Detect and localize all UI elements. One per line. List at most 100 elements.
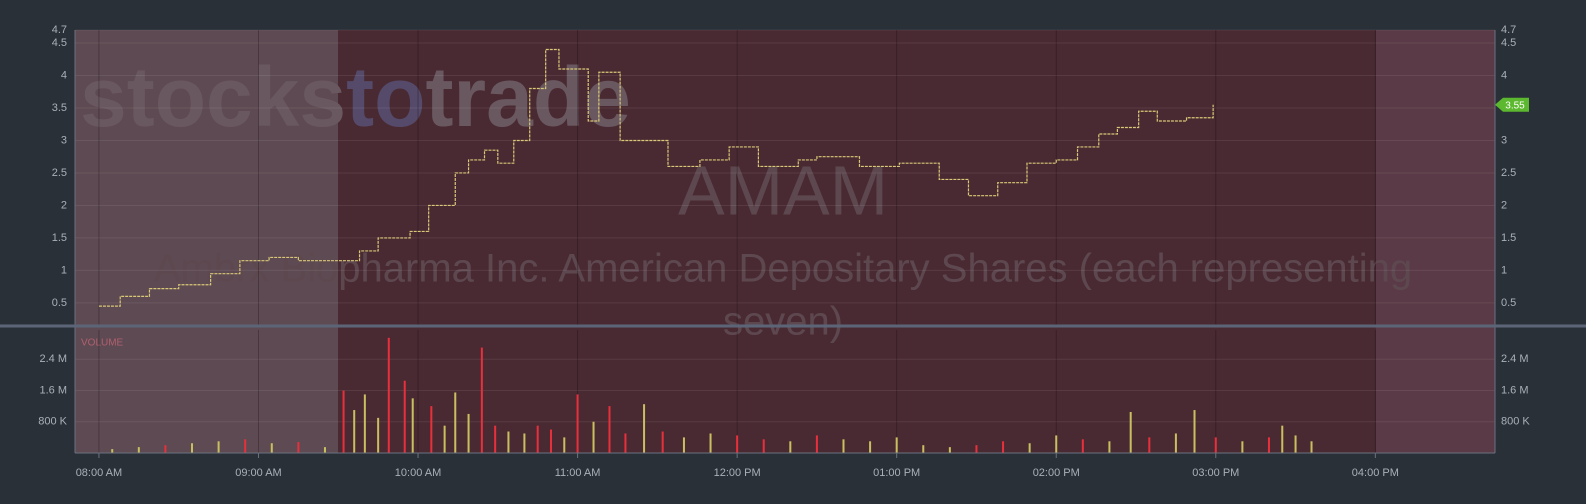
volume-bar [624,433,627,453]
volume-bar [1174,433,1177,453]
volume-bar [411,398,414,453]
y-tick-label: 3.5 [52,102,67,114]
volume-bar [1129,412,1132,453]
y-tick-label: 1 [61,264,67,276]
y-tick-label-right: 4 [1501,69,1507,81]
afterhours-region [1376,30,1495,453]
x-tick-label: 12:00 PM [714,467,761,479]
volume-bar [975,445,978,453]
volume-bar [353,410,356,453]
volume-bar [217,441,220,453]
y-tick-label: 800 K [38,416,67,428]
volume-bar [1267,437,1270,453]
name-watermark: seven) [723,300,843,344]
volume-bar [377,417,380,453]
volume-bar [922,445,925,453]
volume-bar [467,413,470,453]
price-line [98,48,1214,307]
volume-bar [549,429,552,453]
volume-bar [164,445,167,453]
watermark-part: to [346,50,425,144]
volume-bar [430,406,433,453]
y-tick-label-right: 2.4 M [1501,353,1529,365]
volume-bar [1281,425,1284,453]
volume-bar [363,394,366,453]
volume-bar [443,425,446,453]
volume-bar [842,439,845,453]
y-tick-label: 3 [61,134,67,146]
volume-bar [682,437,685,453]
x-tick-label: 09:00 AM [235,467,281,479]
volume-bar [661,431,664,453]
volume-bar [137,447,140,453]
volume-bar [387,337,390,453]
volume-bar [815,435,818,453]
watermark-part: trade [425,50,630,144]
y-tick-label: 4.7 [52,24,67,36]
volume-bar [323,447,326,453]
last-price-badge [1495,97,1529,112]
volume-bar [643,404,646,453]
y-tick-label-right: 1 [1501,264,1507,276]
volume-bar [1148,437,1151,453]
volume-bar [789,441,792,453]
y-tick-label: 2.5 [52,167,67,179]
volume-bar [1310,441,1313,453]
watermark-text: stockstotrade [80,50,631,144]
market-region [338,30,1376,453]
y-tick-label: 1.5 [52,232,67,244]
volume-bar [592,421,595,453]
volume-bar [576,394,579,453]
x-tick-label: 04:00 PM [1352,467,1399,479]
y-tick-label: 0.5 [52,297,67,309]
y-tick-label-right: 1.6 M [1501,384,1529,396]
watermark: stockstotrade AMAM Ambrx Biopharma Inc. … [80,50,1412,343]
x-tick-label: 10:00 AM [395,467,441,479]
volume-bar [1214,437,1217,453]
volume-bar [1241,441,1244,453]
premarket-region [75,30,338,453]
volume-bar [111,449,114,453]
volume-bar [762,439,765,453]
volume-bar [736,435,739,453]
y-tick-label-right: 1.5 [1501,232,1516,244]
volume-bar [1055,435,1058,453]
volume-bar [244,439,247,453]
volume-bar [895,437,898,453]
y-tick-label: 4.5 [52,37,67,49]
watermark-part: stocks [80,50,346,144]
y-tick-label-right: 4.7 [1501,24,1516,36]
volume-bar [270,443,273,453]
volume-bar [1081,439,1084,453]
y-tick-label-right: 4.5 [1501,37,1516,49]
volume-label: VOLUME [81,338,124,349]
volume-bar [608,406,611,453]
volume-bar [507,431,510,453]
y-tick-label: 2 [61,199,67,211]
volume-bar [1028,443,1031,453]
volume-bar [480,347,483,453]
y-tick-label-right: 2 [1501,199,1507,211]
volume-bar [869,441,872,453]
volume-bar [342,390,345,453]
x-tick-label: 03:00 PM [1192,467,1239,479]
volume-bar [523,433,526,453]
x-tick-label: 08:00 AM [76,467,122,479]
volume-bar [1108,441,1111,453]
y-tick-label: 1.6 M [39,384,67,396]
y-tick-label: 4 [61,69,67,81]
x-tick-label: 11:00 AM [555,467,601,479]
volume-bar [1002,441,1005,453]
volume-bar [403,380,406,453]
last-price-label: 3.55 [1505,100,1525,111]
x-tick-label: 02:00 PM [1033,467,1080,479]
symbol-watermark: AMAM [678,151,888,229]
volume-bar [1193,410,1196,453]
y-tick-label-right: 3 [1501,134,1507,146]
volume-bar [494,425,497,453]
volume-bar [297,442,300,453]
volume-bar [191,443,194,453]
volume-bar [948,447,951,453]
y-tick-label: 2.4 M [39,353,67,365]
